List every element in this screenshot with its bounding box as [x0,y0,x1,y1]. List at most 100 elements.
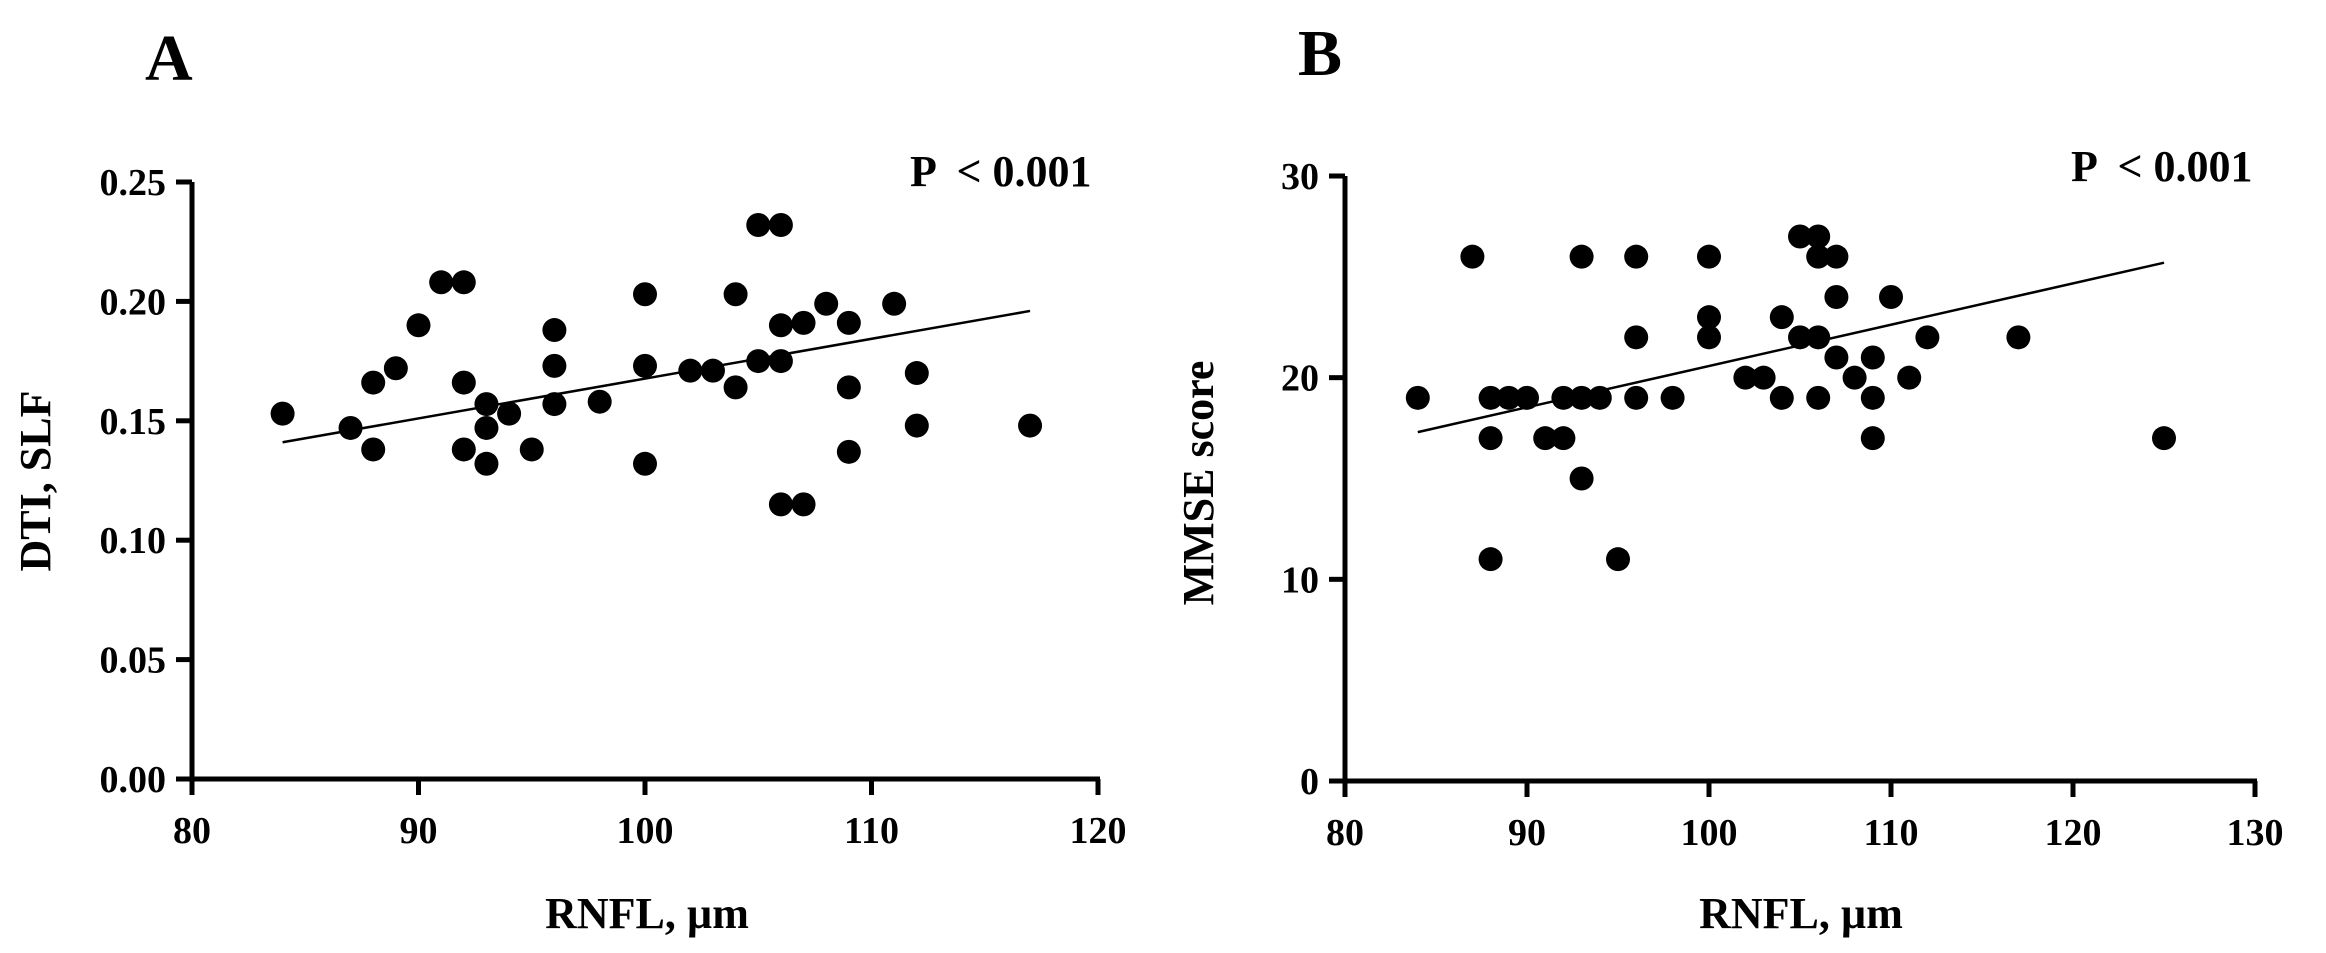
data-point-a [361,370,386,395]
regression-line-b [1417,261,2165,434]
data-point-a [882,291,907,316]
x-tick-label-b: 120 [2045,812,2102,854]
data-point-b [1478,385,1503,410]
plot-area-b: 80 90 100 110 120 130 0 10 20 30 [1281,156,2284,854]
data-point-a [768,212,793,237]
y-tick-label-a: 0.00 [100,759,167,801]
data-point-b [1496,385,1521,410]
data-point-a [338,415,363,440]
data-point-b [1624,325,1649,350]
data-point-b [1660,385,1685,410]
data-point-a [700,358,725,383]
data-point-b [1788,325,1812,350]
x-tick-label-b: 100 [1681,812,1738,854]
y-tick-label-b: 10 [1281,559,1319,601]
data-point-a [904,361,929,386]
data-point-a [474,451,499,476]
data-point-a [723,375,748,400]
y-axis-title-b: MMSE score [1174,361,1223,606]
panel-a: A P < 0.001 RNFL, µm DTI, SLF 80 90 100 110… [11,22,1127,938]
data-point-a [836,439,861,464]
data-point-a [429,270,454,295]
data-point-a [723,282,748,307]
data-point-a [768,492,793,517]
data-point-a [587,389,612,414]
data-point-b [2006,325,2031,350]
data-point-a [814,291,839,316]
x-axis-title-b: RNFL, µm [1699,889,1903,938]
x-tick-label-b: 90 [1508,812,1546,854]
data-point-b [1733,365,1758,390]
x-tick-label-a: 120 [1070,810,1127,852]
data-point-b [1788,224,1812,249]
data-point-b [1879,285,1903,309]
x-axis-title-a: RNFL, µm [545,889,749,938]
data-point-a [383,356,408,381]
panel-letter-b: B [1298,17,1342,90]
data-point-b [1551,426,1576,451]
data-point-a [542,392,567,417]
data-point-a [678,358,703,383]
data-point-b [1697,325,1721,350]
data-point-b [1551,385,1576,410]
data-point-b [1460,244,1485,269]
y-tick-label-a: 0.10 [100,520,167,562]
data-point-b [1769,385,1794,410]
y-tick-label-a: 0.15 [100,401,167,443]
data-point-a [633,282,657,307]
data-point-b [1860,426,1885,451]
y-tick-label-a: 0.25 [100,162,167,204]
x-tick-label-b: 110 [1864,812,1919,854]
data-point-a [542,353,567,378]
panel-letter-a: A [145,22,193,95]
y-tick-label-a: 0.05 [100,640,167,682]
x-tick-label-a: 100 [617,810,674,852]
data-point-b [1769,305,1794,330]
data-point-b [1915,325,1940,350]
data-point-b [1569,466,1594,491]
data-point-b [1515,385,1539,410]
y-tick-label-b: 30 [1281,156,1319,198]
x-tick-label-b: 80 [1326,812,1364,854]
data-point-b [1751,365,1776,390]
data-point-a [497,401,522,426]
data-point-b [1697,305,1721,330]
p-value-annotation-b: P < 0.001 [2071,142,2253,191]
y-tick-label-a: 0.20 [100,281,167,323]
data-point-a [1018,413,1043,438]
data-point-b [1897,365,1922,390]
data-point-b [1824,285,1849,309]
data-point-a [542,318,567,343]
data-point-b [1587,385,1612,410]
x-tick-label-a: 90 [400,810,438,852]
data-point-b [1806,385,1831,410]
x-tick-label-b: 130 [2227,812,2284,854]
data-point-b [1533,426,1558,451]
data-point-b [1569,385,1594,410]
data-point-b [1624,244,1649,269]
data-point-a [406,313,431,338]
data-point-a [270,401,295,426]
plot-area-a: 80 90 100 110 120 0.00 0.05 0.10 0.15 0.20 0.25 [100,162,1127,852]
data-point-b [1806,325,1831,350]
y-tick-label-b: 0 [1300,761,1319,803]
y-axis-title-a: DTI, SLF [11,391,60,572]
data-point-a [746,212,771,237]
x-tick-label-a: 110 [844,810,899,852]
data-point-b [1824,244,1849,269]
data-point-b [1697,244,1721,269]
panel-b: B P < 0.001 RNFL, µm MMSE score 80 90 100 1… [1174,17,2284,938]
x-tick-label-a: 80 [173,810,211,852]
data-point-b [1405,385,1430,410]
data-point-a [451,370,476,395]
data-point-b [2152,426,2176,451]
data-point-b [1624,385,1649,410]
data-point-a [836,375,861,400]
data-point-b [1806,224,1831,249]
data-point-a [633,451,657,476]
data-point-a [768,349,793,374]
data-point-a [451,437,476,462]
p-value-annotation-a: P < 0.001 [910,147,1092,196]
data-point-a [836,310,861,335]
